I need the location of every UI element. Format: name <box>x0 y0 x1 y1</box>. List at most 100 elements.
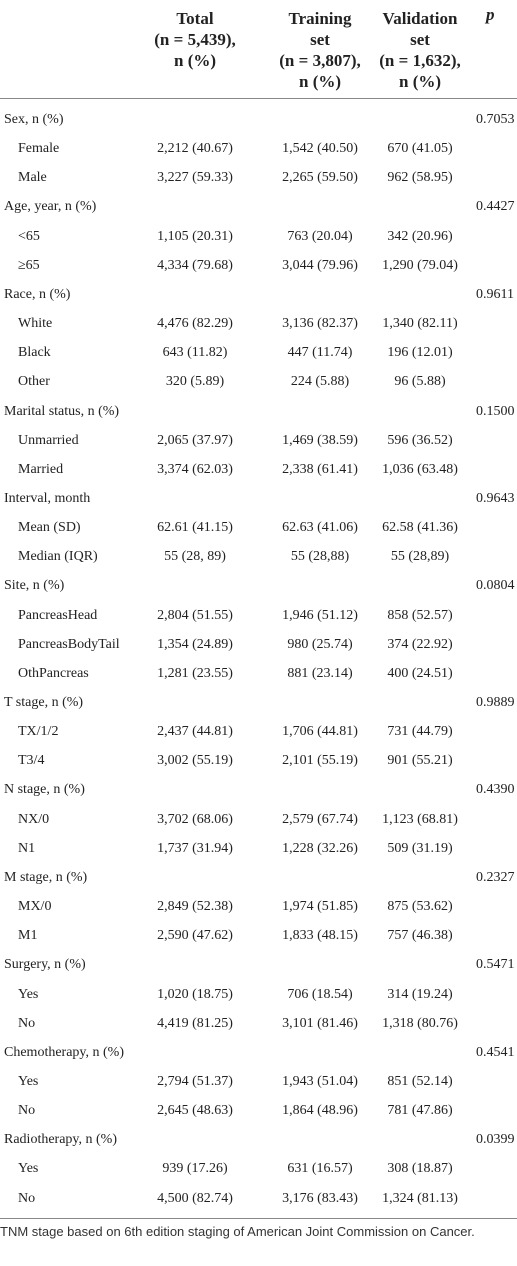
cell: 980 (25.74) <box>287 636 353 652</box>
cell: 2,437 (44.81) <box>157 724 233 740</box>
p-value: 0.9889 <box>476 695 515 710</box>
cell: 2,849 (52.38) <box>157 899 233 915</box>
p-value: 0.7053 <box>476 112 515 127</box>
row-label: Unmarried <box>18 432 79 448</box>
cell: 2,645 (48.63) <box>157 1103 233 1119</box>
cell: 1,542 (40.50) <box>282 141 358 157</box>
cell: 62.58 (41.36) <box>382 520 458 536</box>
p-value: 0.5471 <box>476 957 515 973</box>
row-label: Yes <box>18 1161 39 1177</box>
column-header: (n = 1,632), <box>379 51 461 70</box>
cell: 1,974 (51.85) <box>282 899 358 915</box>
cell: 4,419 (81.25) <box>157 1015 233 1031</box>
p-value: 0.9611 <box>476 286 514 302</box>
cell: 62.61 (41.15) <box>157 520 233 536</box>
group-label: Chemotherapy, n (%) <box>4 1044 124 1060</box>
row-label: Yes <box>18 986 39 1002</box>
cell: 4,500 (82.74) <box>157 1190 233 1206</box>
group-label: Age, year, n (%) <box>4 199 97 215</box>
cell: 1,318 (80.76) <box>382 1015 458 1031</box>
cell: 2,804 (51.55) <box>157 607 233 623</box>
cell: 670 (41.05) <box>387 141 453 157</box>
row-label: Yes <box>18 1073 39 1089</box>
p-value: 0.0804 <box>476 578 515 594</box>
column-header: n (%) <box>173 51 217 70</box>
cell: 3,101 (81.46) <box>282 1015 358 1031</box>
cell: 55 (28, 89) <box>164 549 226 565</box>
cell: 320 (5.89) <box>165 374 225 390</box>
row-label: Mean (SD) <box>18 520 81 536</box>
group-label: Site, n (%) <box>4 578 65 594</box>
cell: 196 (12.01) <box>387 345 453 361</box>
cell: 2,101 (55.19) <box>282 753 358 769</box>
header-rule <box>0 98 517 99</box>
cell: 4,476 (82.29) <box>157 316 233 332</box>
bottom-rule <box>0 1218 517 1219</box>
footnote: TNM stage based on 6th edition staging o… <box>0 1224 475 1239</box>
cell: 757 (46.38) <box>387 928 453 944</box>
cell: 96 (5.88) <box>394 374 446 390</box>
cell: 2,794 (51.37) <box>157 1073 233 1089</box>
cell: 2,212 (40.67) <box>157 141 233 157</box>
cell: 1,354 (24.89) <box>157 636 233 652</box>
cell: 858 (52.57) <box>387 607 453 623</box>
row-label: PancreasHead <box>18 607 98 623</box>
cell: 308 (18.87) <box>387 1161 453 1177</box>
row-label: ≥65 <box>18 257 40 273</box>
cell: 881 (23.14) <box>287 665 353 681</box>
cell: 314 (19.24) <box>387 986 453 1002</box>
cell: 1,324 (81.13) <box>382 1190 458 1206</box>
cell: 3,002 (55.19) <box>157 753 233 769</box>
column-header: n (%) <box>398 72 442 91</box>
cell: 706 (18.54) <box>287 986 353 1002</box>
cell: 3,136 (82.37) <box>282 316 358 332</box>
cell: 2,338 (61.41) <box>282 461 358 477</box>
group-label: Interval, month <box>4 490 91 506</box>
cell: 1,228 (32.26) <box>282 840 358 856</box>
row-label: Female <box>18 141 60 157</box>
row-label: M1 <box>18 928 38 944</box>
cell: 763 (20.04) <box>287 228 353 244</box>
p-value: 0.1500 <box>476 403 515 419</box>
column-header: set <box>410 30 430 49</box>
column-header: set <box>310 30 330 49</box>
group-label: Race, n (%) <box>4 286 71 302</box>
row-label: T3/4 <box>18 753 45 769</box>
cell: 901 (55.21) <box>387 753 453 769</box>
cell: 3,176 (83.43) <box>282 1190 358 1206</box>
row-label: OthPancreas <box>18 665 89 681</box>
cell: 4,334 (79.68) <box>157 257 233 273</box>
row-label: No <box>18 1190 36 1206</box>
cell: 55 (28,88) <box>290 549 350 565</box>
column-header: (n = 5,439), <box>154 30 236 49</box>
row-label: Median (IQR) <box>18 549 98 565</box>
cell: 342 (20.96) <box>387 228 453 244</box>
cell: 1,281 (23.55) <box>157 665 233 681</box>
cell: 939 (17.26) <box>162 1161 228 1177</box>
cell: 2,065 (37.97) <box>157 432 233 448</box>
group-label: Marital status, n (%) <box>4 403 120 419</box>
row-label: PancreasBodyTail <box>18 636 120 652</box>
cell: 3,044 (79.96) <box>282 257 358 273</box>
cell: 1,469 (38.59) <box>282 432 358 448</box>
cell: 509 (31.19) <box>387 840 453 856</box>
row-label: Black <box>18 345 51 361</box>
column-header: Validation <box>382 9 458 28</box>
cell: 2,590 (47.62) <box>157 928 233 944</box>
column-header: Training <box>288 9 352 28</box>
cell: 224 (5.88) <box>290 374 350 390</box>
p-value: 0.4390 <box>476 782 515 798</box>
cell: 1,036 (63.48) <box>382 461 458 477</box>
row-label: N1 <box>18 840 36 856</box>
row-label: No <box>18 1103 36 1119</box>
row-label: NX/0 <box>18 811 50 827</box>
cell: 400 (24.51) <box>387 665 453 681</box>
column-header: n (%) <box>298 72 342 91</box>
p-value: 0.2327 <box>476 869 515 885</box>
cell: 1,943 (51.04) <box>282 1073 358 1089</box>
cell: 643 (11.82) <box>162 345 228 361</box>
group-label: Radiotherapy, n (%) <box>4 1132 117 1148</box>
cell: 596 (36.52) <box>387 432 453 448</box>
p-value: 0.4541 <box>476 1044 515 1060</box>
